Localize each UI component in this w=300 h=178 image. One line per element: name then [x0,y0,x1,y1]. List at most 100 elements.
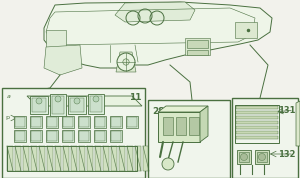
Text: 132: 132 [278,150,296,159]
Circle shape [74,98,80,104]
Circle shape [117,53,135,71]
Bar [236,121,278,124]
Bar [62,130,74,142]
Bar [148,100,230,178]
Polygon shape [200,106,208,142]
Text: 280: 280 [152,107,171,116]
Bar [127,117,137,127]
Bar [79,117,89,127]
Bar [14,116,26,128]
Bar [110,130,122,142]
Bar [47,131,57,141]
Bar [46,30,66,50]
Bar [2,88,145,178]
Bar [32,98,46,112]
Bar [46,130,58,142]
Bar [236,106,278,109]
Bar [110,116,122,128]
Bar [63,117,73,127]
Bar [163,117,173,135]
Circle shape [259,153,266,161]
Bar [232,98,298,178]
Bar [14,130,26,142]
Bar [78,116,90,128]
Bar [255,150,269,164]
Bar [257,152,267,162]
Bar [47,146,53,171]
Bar [63,131,73,141]
Bar [23,146,29,171]
Bar [7,146,137,171]
Bar [15,117,25,127]
Bar [95,146,101,171]
Circle shape [123,59,129,65]
Bar [50,94,66,116]
Bar [39,146,45,171]
Bar [94,130,106,142]
Bar [158,112,200,142]
Bar [15,131,25,141]
Bar [119,146,125,171]
Bar [71,146,77,171]
Bar [62,116,74,128]
Bar [143,146,149,171]
Polygon shape [44,45,82,75]
Bar [31,146,37,171]
Text: a: a [7,94,11,99]
Bar [90,96,102,112]
Bar [30,96,48,114]
Polygon shape [116,52,136,72]
Bar [187,50,208,55]
Bar [103,146,109,171]
Bar [70,98,84,112]
Bar [87,146,93,171]
Bar [189,117,199,135]
Bar [68,96,86,114]
Bar [236,116,278,119]
Circle shape [162,158,174,170]
Bar [111,131,121,141]
Bar [236,126,278,129]
Polygon shape [158,106,208,112]
Circle shape [36,98,42,104]
Bar [52,96,64,114]
Bar [55,146,61,171]
Bar [15,146,21,171]
Polygon shape [115,2,195,22]
Polygon shape [296,101,300,146]
Bar [7,146,13,171]
Bar [236,111,278,114]
Bar [95,131,105,141]
Bar [88,94,104,114]
Bar [94,116,106,128]
Bar [31,117,41,127]
Bar [235,22,257,38]
Bar [46,116,58,128]
Bar [111,146,117,171]
Bar [63,146,69,171]
Bar [30,130,42,142]
Bar [79,131,89,141]
Bar [78,130,90,142]
Circle shape [93,96,99,102]
Bar [237,150,251,164]
Bar [111,117,121,127]
Bar [79,146,85,171]
Bar [95,117,105,127]
Text: 11: 11 [130,93,142,102]
Bar [185,38,210,55]
Bar [127,146,133,171]
Bar [239,152,249,162]
Text: p: p [5,116,9,121]
Circle shape [55,96,61,102]
Bar [135,146,141,171]
Bar [31,131,41,141]
Polygon shape [44,2,272,68]
Polygon shape [27,96,142,106]
Bar [30,116,42,128]
Text: 131: 131 [278,106,296,115]
Bar [47,117,57,127]
Bar [236,136,278,139]
Bar [176,117,186,135]
Circle shape [241,153,248,161]
